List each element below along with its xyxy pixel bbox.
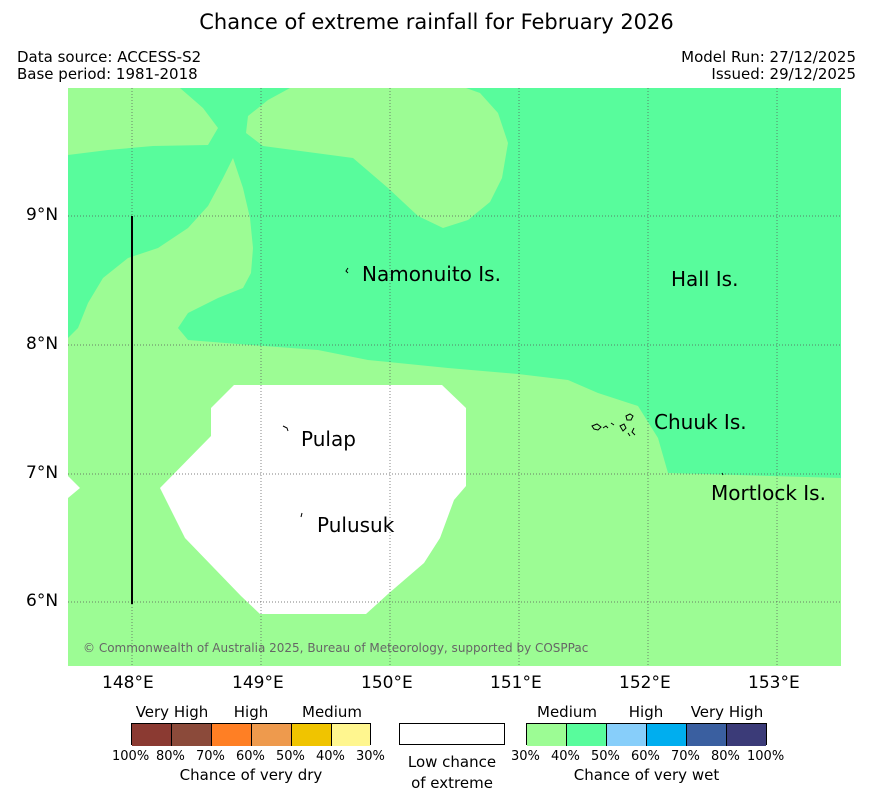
dry-category-high: High (233, 703, 269, 721)
map-panel: Namonuito Is. Hall Is. Pulap Chuuk Is. M… (68, 88, 841, 666)
wet-category-medium: Medium (537, 703, 597, 721)
low-chance-caption-line2: of extreme (411, 774, 493, 792)
wet-swatch-5 (687, 724, 727, 746)
dry-pct-40: 40% (316, 749, 345, 764)
label-mortlock: Mortlock Is. (711, 481, 826, 505)
medium-wet-40-region (68, 88, 841, 478)
low-chance-caption-line1: Low chance (407, 753, 497, 771)
dry-pct-100: 100% (112, 749, 150, 764)
dry-pct-80: 80% (156, 749, 185, 764)
pulap-island-shape (282, 425, 289, 432)
low-chance-region (160, 385, 466, 614)
low-chance-swatch (399, 723, 505, 745)
x-tick-148: 148°E (102, 673, 154, 693)
wet-swatch-6 (727, 724, 766, 746)
x-tick-149: 149°E (232, 673, 284, 693)
dry-swatch-4 (252, 724, 292, 746)
dry-category-very-high: Very High (135, 703, 209, 721)
medium-wet-north-patch (68, 88, 218, 155)
y-tick-7n: 7°N (26, 463, 59, 483)
dry-caption: Chance of very dry (179, 766, 323, 784)
run-info: Model Run: 27/12/2025 Issued: 29/12/2025 (681, 49, 856, 83)
medium-wet-north-patch-2 (246, 88, 508, 228)
label-chuuk: Chuuk Is. (654, 410, 747, 434)
x-tick-153: 153°E (748, 673, 800, 693)
label-namonuito: Namonuito Is. (362, 262, 501, 286)
dry-category-medium: Medium (302, 703, 362, 721)
dry-pct-70: 70% (196, 749, 225, 764)
dry-swatch-5 (292, 724, 332, 746)
model-run: Model Run: 27/12/2025 (681, 48, 856, 66)
pulusuk-island-shape (300, 512, 303, 518)
wet-swatch-2 (567, 724, 607, 746)
issued-date: Issued: 29/12/2025 (711, 65, 856, 83)
wet-pct-80: 80% (711, 749, 740, 764)
wet-pct-30: 30% (511, 749, 540, 764)
label-pulap: Pulap (301, 427, 356, 451)
low-chance-caption: Low chance of extreme (392, 752, 512, 794)
namonuito-island-shape (345, 267, 349, 274)
wet-caption: Chance of very wet (573, 766, 720, 784)
wet-category-very-high: Very High (690, 703, 764, 721)
wet-pct-40: 40% (551, 749, 580, 764)
y-tick-6n: 6°N (26, 591, 59, 611)
dry-swatch-3 (212, 724, 252, 746)
x-tick-151: 151°E (490, 673, 542, 693)
wet-pct-70: 70% (671, 749, 700, 764)
x-tick-152: 152°E (619, 673, 671, 693)
wet-category-high: High (628, 703, 664, 721)
base-period: Base period: 1981-2018 (17, 65, 198, 83)
dry-pct-60: 60% (236, 749, 265, 764)
dry-swatch-1 (132, 724, 172, 746)
source-info: Data source: ACCESS-S2 Base period: 1981… (17, 49, 201, 83)
dry-colorbar (131, 723, 371, 746)
label-hall: Hall Is. (671, 267, 738, 291)
x-tick-150: 150°E (361, 673, 413, 693)
wet-pct-50: 50% (591, 749, 620, 764)
dry-swatch-6 (332, 724, 370, 746)
dry-pct-50: 50% (276, 749, 305, 764)
map-title: Chance of extreme rainfall for February … (199, 10, 674, 34)
mortlock-island-shape (721, 472, 724, 476)
wet-swatch-3 (607, 724, 647, 746)
dry-pct-30: 30% (356, 749, 385, 764)
data-source: Data source: ACCESS-S2 (17, 48, 202, 66)
dry-swatch-2 (172, 724, 212, 746)
wet-pct-60: 60% (631, 749, 660, 764)
y-tick-8n: 8°N (26, 334, 59, 354)
wet-swatch-1 (527, 724, 567, 746)
chuuk-island-shape (591, 413, 636, 437)
wet-swatch-4 (647, 724, 687, 746)
wet-pct-100: 100% (747, 749, 785, 764)
wet-colorbar (526, 723, 767, 746)
island-outlines (282, 267, 724, 518)
y-tick-9n: 9°N (26, 205, 59, 225)
label-pulusuk: Pulusuk (317, 513, 395, 537)
copyright-notice: © Commonwealth of Australia 2025, Bureau… (83, 641, 588, 655)
medium-wet-west-notch (68, 476, 80, 498)
